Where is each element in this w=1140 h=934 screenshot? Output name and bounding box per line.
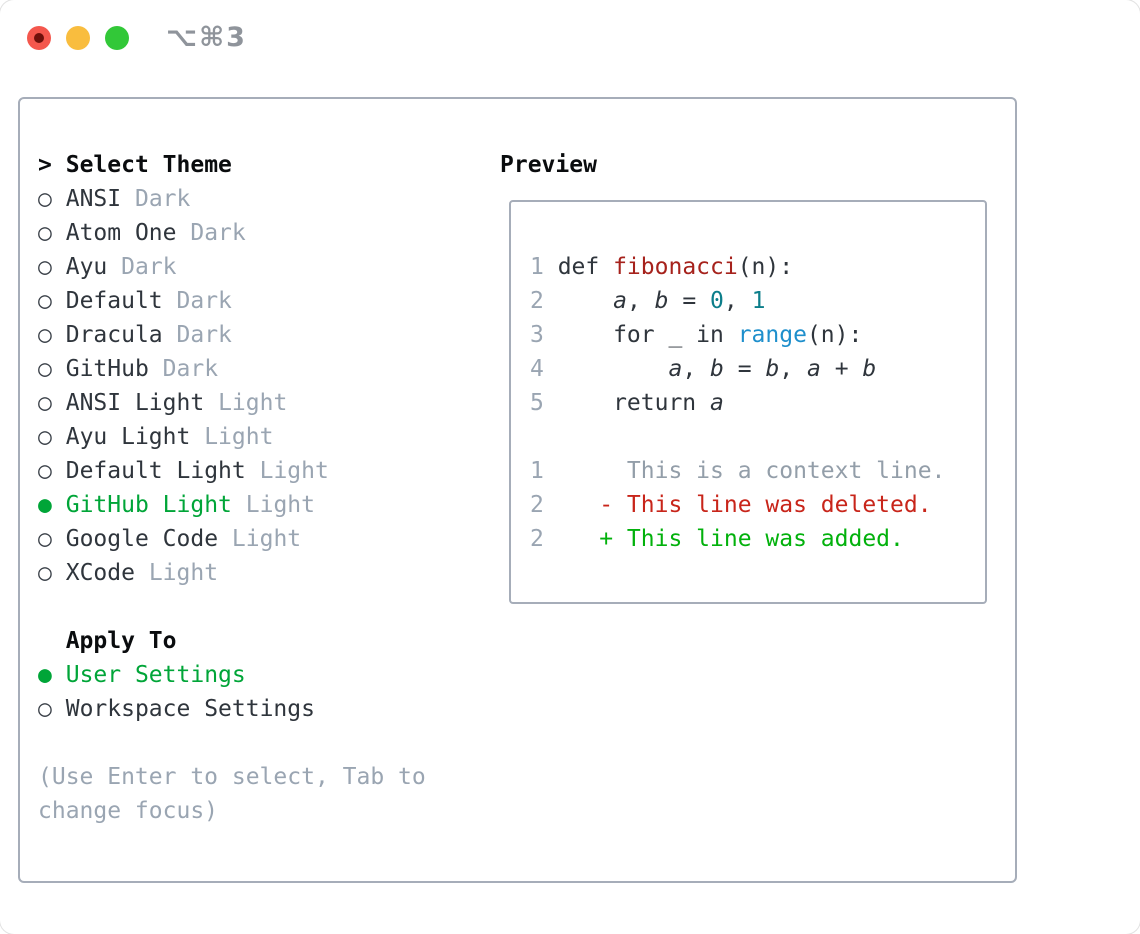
radio-unselected-icon: ○ <box>38 288 52 314</box>
radio-unselected-icon: ○ <box>38 356 52 382</box>
radio-unselected-icon: ○ <box>38 254 52 280</box>
theme-option-ansi[interactable]: ○ ANSI Dark <box>38 182 426 216</box>
radio-unselected-icon: ○ <box>38 526 52 552</box>
theme-variant: Dark <box>190 220 246 246</box>
preview-heading: Preview <box>500 152 597 178</box>
theme-option-github[interactable]: ○ GitHub Dark <box>38 352 426 386</box>
theme-option-ayu-light[interactable]: ○ Ayu Light Light <box>38 420 426 454</box>
theme-name: XCode <box>65 560 135 586</box>
theme-variant: Dark <box>134 186 191 212</box>
diff-deleted-line: 2 - This line was deleted. <box>530 488 985 522</box>
line-number: 3 <box>530 322 544 348</box>
radio-selected-icon: ● <box>38 662 52 688</box>
theme-list: ○ ANSI Dark ○ Atom One Dark ○ Ayu Dark ○ De… <box>38 182 426 590</box>
diff-context-line: 1 This is a context line. <box>530 454 985 488</box>
radio-unselected-icon: ○ <box>38 220 52 246</box>
theme-variant: Dark <box>176 288 232 314</box>
line-number: 5 <box>530 390 544 416</box>
theme-option-github-light[interactable]: ● GitHub Light Light <box>38 488 426 522</box>
radio-unselected-icon: ○ <box>38 458 52 484</box>
hint-line-2: change focus) <box>38 798 219 824</box>
theme-option-atom-one[interactable]: ○ Atom One Dark <box>38 216 426 250</box>
line-number: 2 <box>530 288 544 314</box>
apply-to-list: ● User Settings ○ Workspace Settings <box>38 658 426 726</box>
diff-added-line: 2 + This line was added. <box>530 522 985 556</box>
theme-variant: Light <box>204 424 274 450</box>
select-theme-heading-label: Select Theme <box>65 152 232 178</box>
line-number: 2 <box>530 492 544 518</box>
theme-name: Google Code <box>65 526 219 552</box>
radio-unselected-icon: ○ <box>38 424 52 450</box>
keyboard-shortcut-label: ⌥⌘3 <box>166 22 247 53</box>
close-button[interactable] <box>27 26 51 50</box>
apply-option-label: User Settings <box>65 662 246 688</box>
theme-variant: Dark <box>162 356 219 382</box>
theme-name: GitHub Light <box>65 492 232 518</box>
theme-variant: Light <box>231 526 302 552</box>
spacer <box>38 726 426 760</box>
blank-line <box>530 420 985 454</box>
apply-option-workspace-settings[interactable]: ○ Workspace Settings <box>38 692 426 726</box>
zoom-button[interactable] <box>105 26 129 50</box>
theme-option-ayu[interactable]: ○ Ayu Dark <box>38 250 426 284</box>
close-dot-icon <box>34 33 44 43</box>
theme-option-dracula[interactable]: ○ Dracula Dark <box>38 318 426 352</box>
select-theme-heading: > Select Theme <box>38 148 426 182</box>
theme-variant: Light <box>245 492 315 518</box>
code-line: 1 def fibonacci(n): <box>530 250 985 284</box>
theme-name: GitHub <box>65 356 149 382</box>
theme-variant: Light <box>148 560 219 586</box>
theme-option-google-code[interactable]: ○ Google Code Light <box>38 522 426 556</box>
theme-variant: Light <box>259 458 329 484</box>
line-number: 2 <box>530 526 544 552</box>
theme-name: Atom One <box>65 220 177 246</box>
code-line: 5 return a <box>530 386 985 420</box>
theme-name: Default Light <box>65 458 246 484</box>
theme-picker-column: > Select Theme ○ ANSI Dark ○ Atom One Dar… <box>38 148 426 828</box>
theme-option-default-light[interactable]: ○ Default Light Light <box>38 454 426 488</box>
radio-unselected-icon: ○ <box>38 322 52 348</box>
theme-option-xcode[interactable]: ○ XCode Light <box>38 556 426 590</box>
code-line: 4 a, b = b, a + b <box>530 352 985 386</box>
apply-option-label: Workspace Settings <box>65 696 315 722</box>
focus-caret-icon: > <box>38 152 52 178</box>
hint-line-1: (Use Enter to select, Tab to <box>38 764 426 790</box>
radio-unselected-icon: ○ <box>38 186 52 212</box>
apply-option-user-settings[interactable]: ● User Settings <box>38 658 426 692</box>
minimize-button[interactable] <box>66 26 90 50</box>
radio-selected-icon: ● <box>38 492 52 518</box>
theme-variant: Light <box>218 390 288 416</box>
theme-name: Ayu Light <box>65 424 191 450</box>
spacer <box>38 590 426 624</box>
theme-variant: Dark <box>176 322 232 348</box>
line-number: 1 <box>530 458 544 484</box>
theme-option-default[interactable]: ○ Default Dark <box>38 284 426 318</box>
theme-name: ANSI Light <box>65 390 205 416</box>
line-number: 1 <box>530 254 544 280</box>
apply-to-heading: Apply To <box>38 624 426 658</box>
theme-variant: Dark <box>121 254 177 280</box>
theme-name: ANSI <box>65 186 122 212</box>
radio-unselected-icon: ○ <box>38 390 52 416</box>
code-line: 2 a, b = 0, 1 <box>530 284 985 318</box>
theme-option-ansi-light[interactable]: ○ ANSI Light Light <box>38 386 426 420</box>
apply-to-heading-label: Apply To <box>65 628 177 654</box>
line-number: 4 <box>530 356 544 382</box>
radio-unselected-icon: ○ <box>38 560 52 586</box>
radio-unselected-icon: ○ <box>38 696 52 722</box>
theme-name: Dracula <box>65 322 163 348</box>
code-line: 3 for _ in range(n): <box>530 318 985 352</box>
theme-name: Ayu <box>65 254 108 280</box>
theme-name: Default <box>65 288 163 314</box>
